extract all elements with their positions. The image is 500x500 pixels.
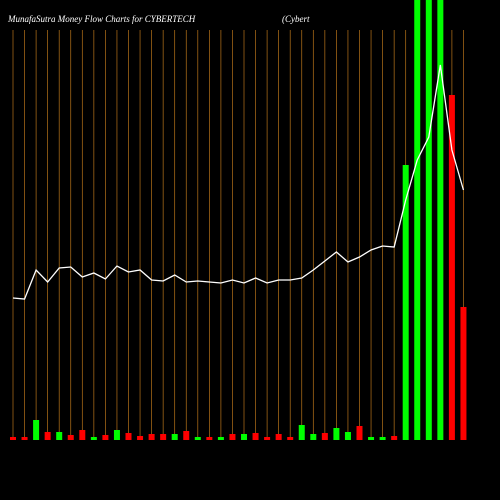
bar: [194, 437, 201, 440]
bar: [368, 437, 375, 440]
bar: [448, 95, 455, 440]
price-line: [12, 64, 465, 300]
bar: [252, 433, 259, 440]
bar: [137, 436, 144, 440]
bar: [310, 434, 317, 440]
bar: [391, 436, 398, 440]
bar: [437, 0, 444, 440]
bar: [33, 420, 40, 440]
bar: [402, 165, 409, 440]
bar: [414, 0, 421, 440]
bar: [460, 307, 467, 440]
bar: [333, 428, 340, 440]
bar: [321, 433, 328, 440]
bar: [275, 434, 282, 440]
chart-subtitle: (Cybert: [282, 14, 310, 24]
bar: [102, 435, 109, 440]
bar: [356, 426, 363, 440]
bar: [229, 434, 236, 440]
bar: [160, 434, 167, 440]
bar: [148, 434, 155, 440]
bar: [264, 437, 271, 440]
bar: [298, 425, 305, 440]
bar: [90, 437, 97, 440]
bar: [379, 437, 386, 440]
chart-title: MunafaSutra Money Flow Charts for CYBERT…: [7, 14, 196, 24]
bar: [67, 435, 74, 440]
bar: [171, 434, 178, 440]
bar: [183, 431, 190, 440]
bar: [21, 437, 28, 440]
bar: [56, 432, 63, 440]
bar: [125, 433, 132, 440]
bar: [217, 437, 224, 440]
bar: [241, 434, 247, 440]
bar: [425, 0, 432, 440]
bar: [287, 437, 294, 440]
bar: [113, 430, 120, 440]
bar: [206, 437, 213, 440]
bar: [10, 437, 16, 440]
bar: [44, 432, 51, 440]
bar: [344, 432, 351, 440]
bar: [79, 430, 86, 440]
